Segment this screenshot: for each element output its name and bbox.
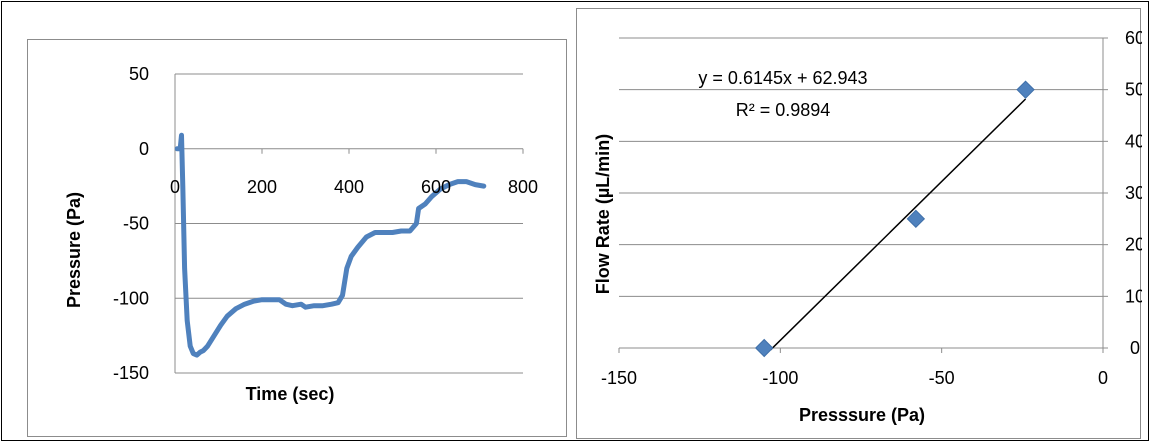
y-tick-label: 10 xyxy=(1125,286,1142,306)
y-tick-label: 40 xyxy=(1125,131,1142,151)
y-tick-label: 50 xyxy=(129,64,149,84)
y-tick-label: 60 xyxy=(1125,28,1142,48)
x-tick-label: -150 xyxy=(601,368,637,388)
pressure-series-line xyxy=(174,132,487,358)
data-point-marker xyxy=(906,209,926,229)
flowrate-pressure-plot: 0 10 20 30 40 50 60 -150 -100 -50 0 y = 0.6145x + … xyxy=(593,28,1142,425)
x-tick-label: 600 xyxy=(421,177,451,197)
x-tick-label: 200 xyxy=(247,177,277,197)
x-axis-label: Time (sec) xyxy=(246,384,335,404)
data-point-marker xyxy=(754,338,774,358)
y-tick-label: 30 xyxy=(1125,183,1142,203)
data-point-marker xyxy=(1016,80,1035,99)
y-tick-label: -50 xyxy=(123,214,149,234)
x-tick-label: 0 xyxy=(1098,368,1108,388)
trendline xyxy=(770,98,1027,351)
pressure-time-chart: 50 0 -50 -100 -150 0 200 400 600 800 Time (sec) P… xyxy=(27,39,567,437)
y-tick-label: 0 xyxy=(1130,338,1140,358)
x-axis-label: Presssure (Pa) xyxy=(799,405,925,425)
y-tick-label: -100 xyxy=(113,288,149,308)
x-tick-label: 0 xyxy=(170,177,180,197)
y-tick-label: 0 xyxy=(139,139,149,159)
flowrate-pressure-chart: 0 10 20 30 40 50 60 -150 -100 -50 0 y = 0.6145x + … xyxy=(576,8,1142,439)
y-tick-label: 50 xyxy=(1125,80,1142,100)
pressure-time-plot: 50 0 -50 -100 -150 0 200 400 600 800 Time (sec) P… xyxy=(64,64,538,404)
trendline-equation: y = 0.6145x + 62.943 xyxy=(698,68,867,88)
r-squared-label: R² = 0.9894 xyxy=(736,100,831,120)
x-tick-label: -100 xyxy=(762,368,798,388)
x-tick-label: 800 xyxy=(508,177,538,197)
x-tick-label: 400 xyxy=(334,177,364,197)
y-tick-label: -150 xyxy=(113,363,149,383)
y-axis-label: Pressure (Pa) xyxy=(64,192,84,308)
x-tick-label: -50 xyxy=(929,368,955,388)
y-tick-label: 20 xyxy=(1125,235,1142,255)
y-axis-label: Flow Rate (µL/min) xyxy=(593,134,613,294)
